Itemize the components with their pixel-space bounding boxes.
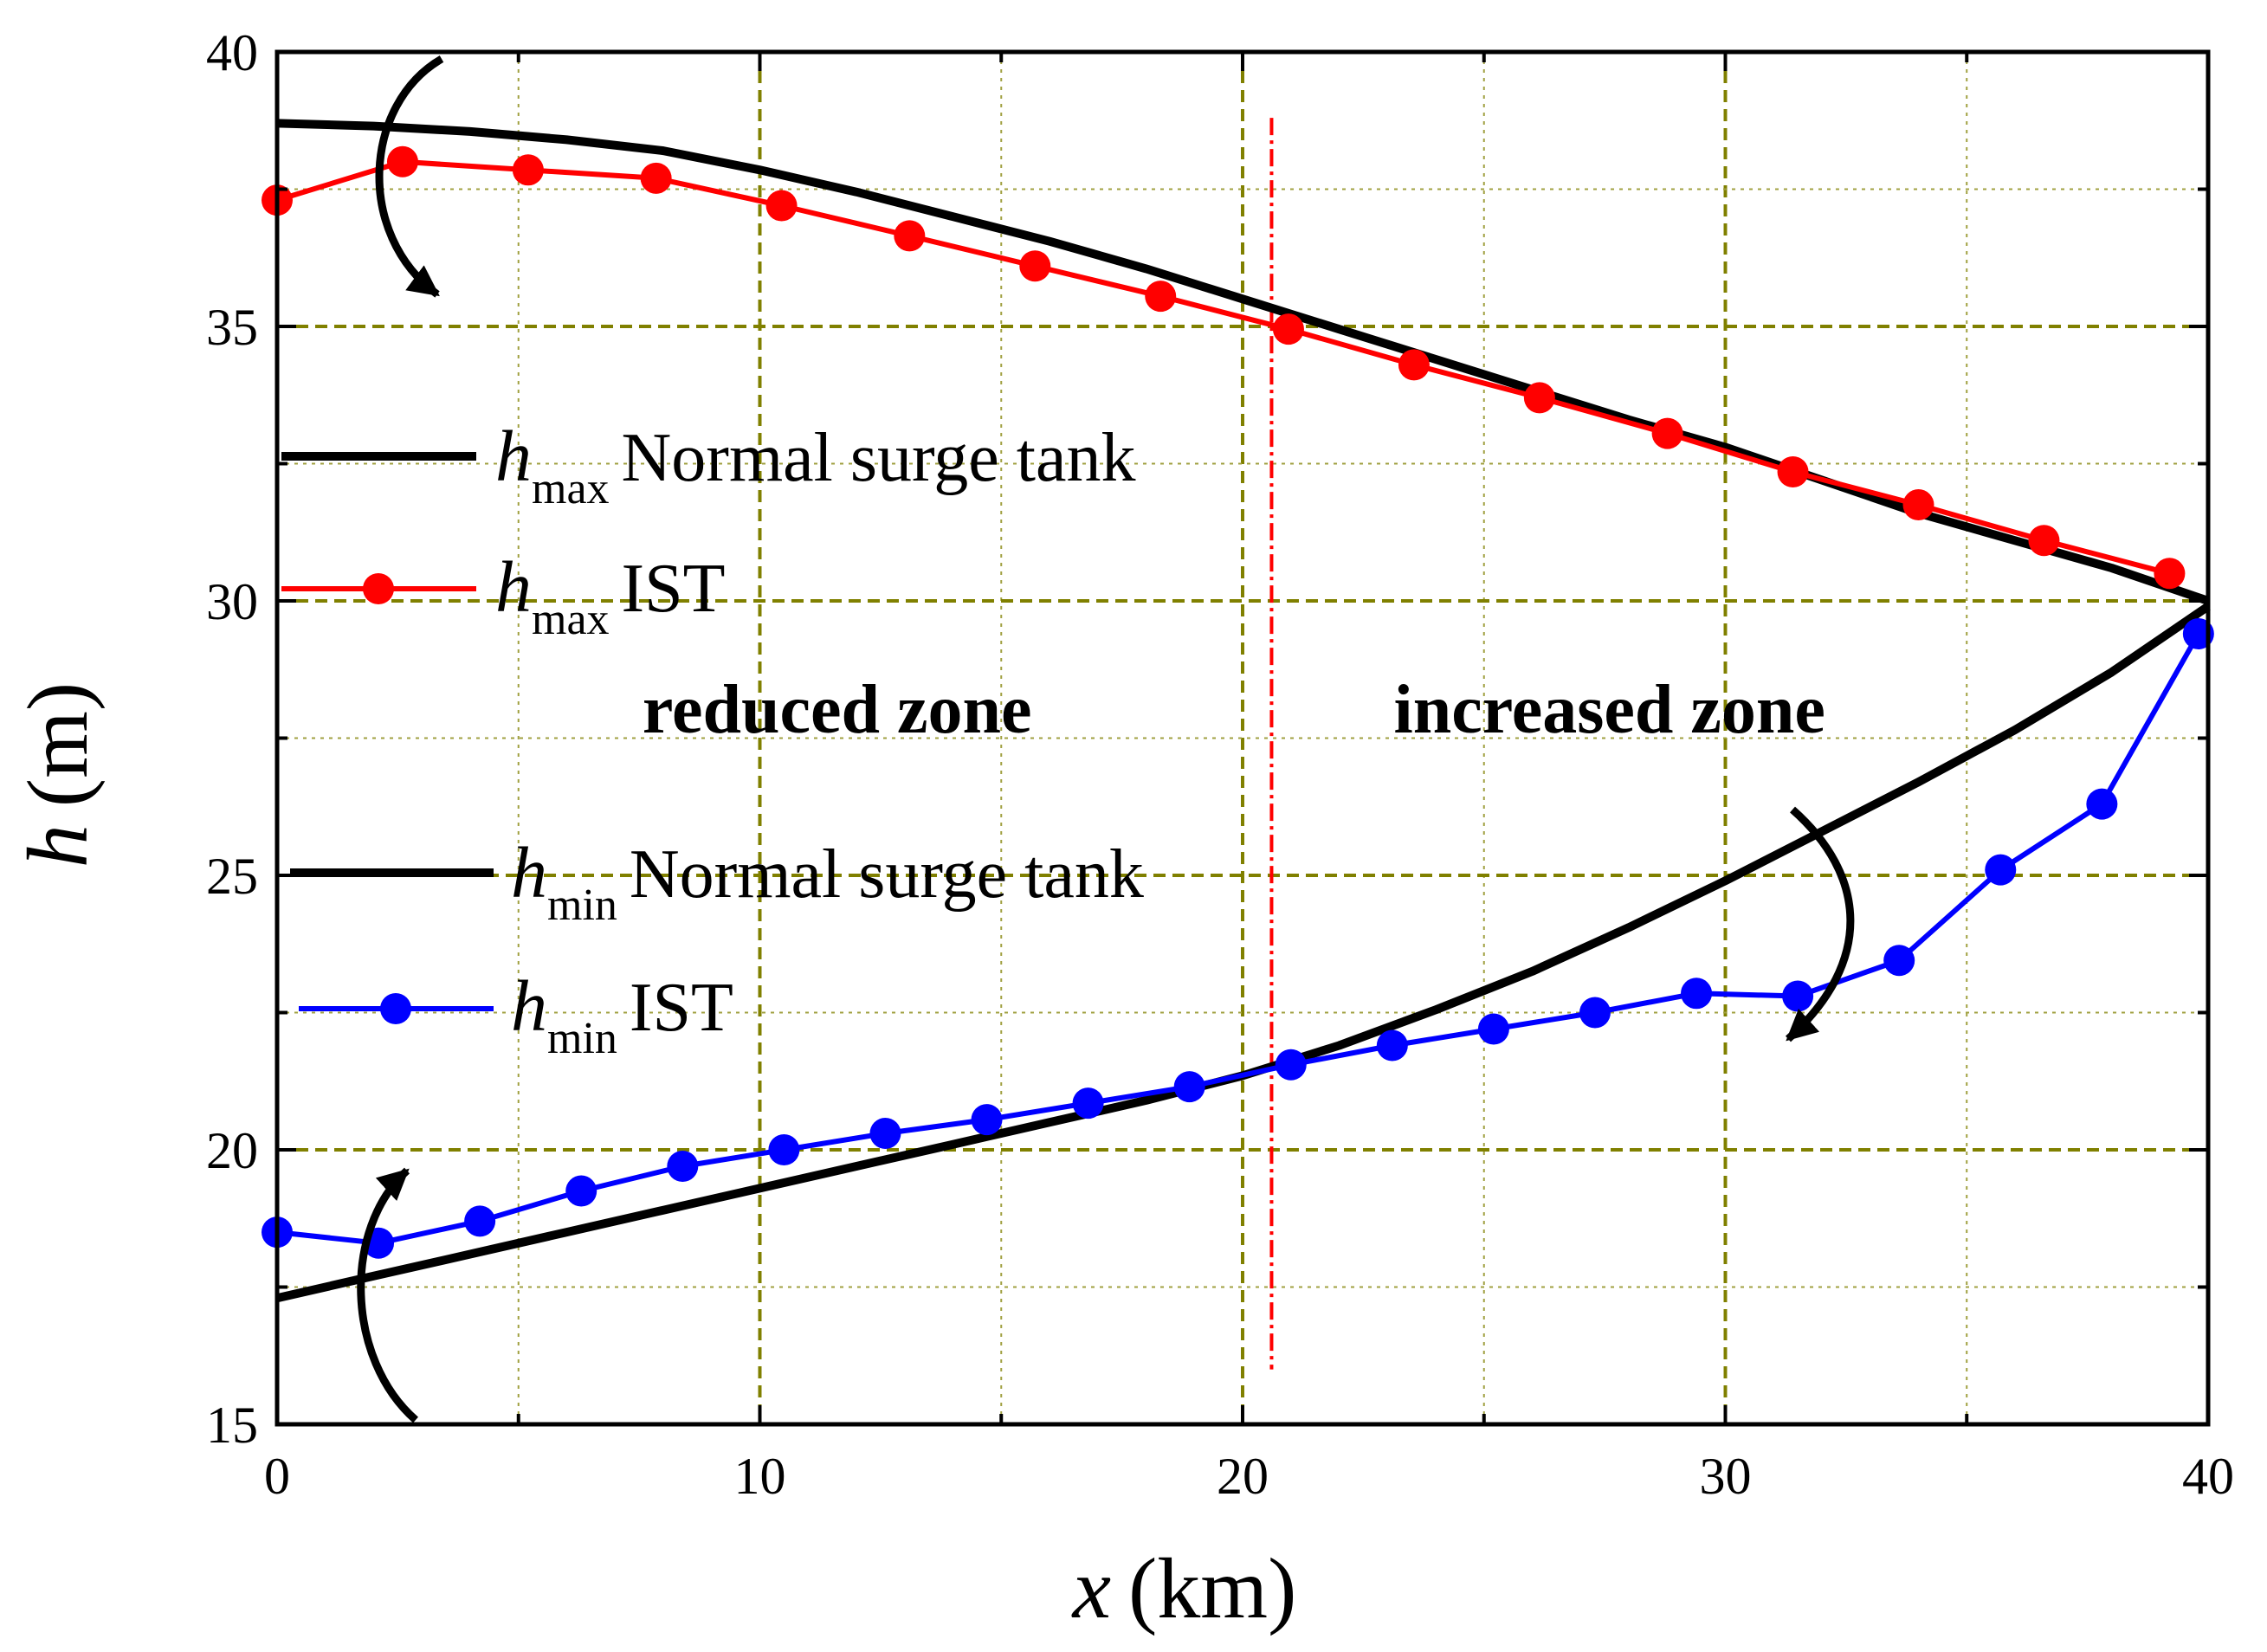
grid — [277, 52, 2208, 1424]
data-point-hmin-ist — [1883, 945, 1915, 977]
zone-labels: reduced zone increased zone — [643, 672, 1825, 748]
y-tick-label: 15 — [206, 1397, 258, 1454]
arrow-layer — [357, 55, 1855, 1423]
arrow-hmin-right — [1785, 806, 1855, 1042]
x-tick-label: 10 — [734, 1448, 786, 1505]
legend: hmax Normal surge tank hmax IST hmin Normal… — [281, 416, 1144, 1063]
data-point-hmax-ist — [1019, 250, 1051, 282]
x-axis-title: x (km) — [1071, 1540, 1297, 1636]
legend-entry-hmax-normal: hmax Normal surge tank — [281, 416, 1135, 513]
data-point-hmin-ist — [869, 1117, 901, 1149]
axes: 0 10 20 30 40 15 20 25 30 35 40 — [206, 24, 2234, 1505]
x-tick-label: 20 — [1217, 1448, 1269, 1505]
data-point-hmin-ist — [1477, 1013, 1509, 1045]
data-point-hmax-ist — [1651, 417, 1683, 449]
data-point-hmax-ist — [2028, 525, 2060, 557]
data-point-hmax-ist — [765, 190, 798, 222]
data-point-hmin-ist — [1681, 978, 1713, 1010]
zone-label-increased: increased zone — [1393, 672, 1825, 748]
arrow-hmin-left — [357, 1167, 418, 1423]
data-point-hmin-ist — [971, 1104, 1003, 1136]
series-layer — [262, 119, 2214, 1303]
data-point-hmax-ist — [386, 145, 418, 177]
data-point-hmin-ist — [2086, 788, 2118, 820]
legend-label-hmax-normal: hmax Normal surge tank — [495, 416, 1135, 513]
series-line-hmin-ist — [276, 632, 2201, 1246]
legend-entry-hmax-ist: hmax IST — [281, 547, 726, 644]
data-point-hmax-ist — [1272, 313, 1304, 345]
data-point-hmin-ist — [1275, 1049, 1307, 1081]
legend-entry-hmin-normal: hmin Normal surge tank — [290, 833, 1144, 930]
data-point-hmin-ist — [1072, 1087, 1104, 1120]
x-tick-label: 30 — [1700, 1448, 1752, 1505]
data-point-hmax-ist — [2154, 558, 2186, 590]
legend-label-hmax-ist: hmax IST — [495, 547, 726, 644]
data-point-hmax-ist — [1398, 349, 1430, 381]
data-point-hmin-ist — [1173, 1071, 1205, 1103]
data-point-hmin-ist — [1579, 997, 1611, 1029]
x-tick-label: 40 — [2182, 1448, 2234, 1505]
data-point-hmin-ist — [464, 1205, 496, 1237]
data-point-hmin-ist — [565, 1175, 597, 1207]
data-point-hmin-ist — [1376, 1029, 1408, 1062]
data-point-hmin-ist — [667, 1151, 699, 1183]
data-point-hmax-ist — [640, 162, 672, 194]
zone-label-reduced: reduced zone — [643, 672, 1032, 748]
y-tick-label: 30 — [206, 573, 258, 630]
data-point-hmin-ist — [768, 1134, 800, 1165]
legend-entry-hmin-ist: hmin IST — [299, 966, 733, 1063]
y-tick-label: 35 — [206, 299, 258, 356]
arrow-hmax-left — [375, 55, 444, 298]
data-point-hmax-ist — [894, 220, 926, 252]
data-point-hmax-ist — [1777, 456, 1809, 488]
legend-label-hmin-normal: hmin Normal surge tank — [511, 833, 1144, 930]
data-point-hmax-ist — [1902, 489, 1934, 521]
y-tick-label: 20 — [206, 1122, 258, 1179]
data-point-hmax-ist — [512, 154, 544, 186]
legend-label-hmin-ist: hmin IST — [511, 966, 733, 1063]
y-axis-title: h(m) — [10, 682, 106, 868]
data-point-hmin-ist — [1985, 854, 2017, 886]
series-line-hmax-normal — [276, 119, 2210, 605]
x-tick-label: 0 — [264, 1448, 290, 1505]
y-tick-label: 25 — [206, 848, 258, 905]
data-point-hmax-ist — [1145, 281, 1177, 313]
data-point-hmin-ist — [1782, 980, 1814, 1012]
y-tick-label: 40 — [206, 24, 258, 81]
legend-marker-hmin-ist — [380, 993, 411, 1024]
data-point-hmax-ist — [1523, 382, 1555, 414]
legend-marker-hmax-ist — [363, 573, 394, 604]
series-line-hmax-ist — [276, 158, 2171, 577]
